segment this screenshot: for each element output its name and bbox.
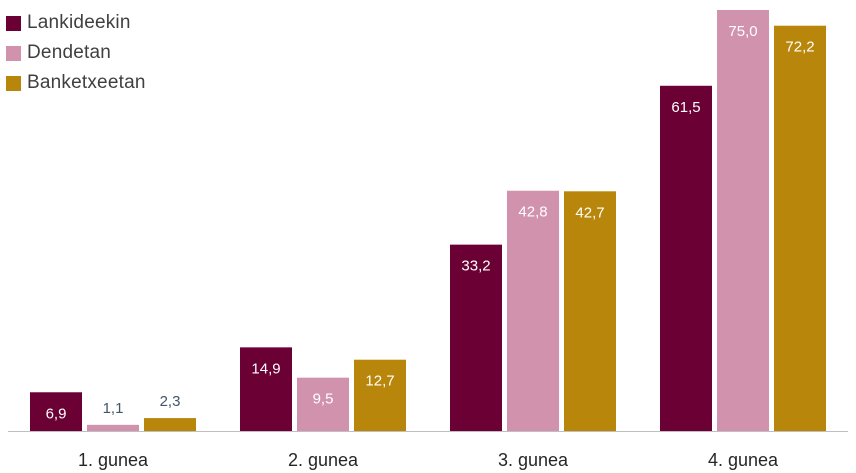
bar-1-lankideekin (30, 392, 82, 431)
legend-label-dendetan: Dendetan (27, 42, 112, 63)
legend-swatch-dendetan (6, 45, 21, 61)
value-label-1-dendetan: 1,1 (103, 400, 124, 417)
value-label-4-dendetan: 75,0 (728, 23, 757, 40)
category-label-1: 1. gunea (78, 450, 149, 470)
bar-3-dendetan (507, 190, 559, 431)
legend-label-banketxeetan: Banketxeetan (27, 72, 146, 93)
bar-4-dendetan (717, 10, 769, 431)
value-label-4-banketxeetan: 72,2 (785, 39, 814, 56)
legend-item-banketxeetan: Banketxeetan (6, 68, 146, 98)
bar-3-banketxeetan (564, 191, 616, 431)
value-labels-group: 6,9 1,1 2,3 14,9 9,5 12,7 33,2 42,8 42,7 61,5 75,0… (46, 23, 815, 422)
bar-2-dendetan (297, 377, 349, 431)
legend-swatch-lankideekin (6, 15, 21, 31)
legend-item-lankideekin: Lankideekin (6, 8, 146, 38)
category-labels-group: 1. gunea 2. gunea 3. gunea 4. gunea (78, 450, 779, 470)
bar-2-banketxeetan (354, 359, 406, 431)
value-label-3-dendetan: 42,8 (518, 204, 547, 221)
bar-1-banketxeetan (144, 418, 196, 431)
value-label-1-banketxeetan: 2,3 (160, 393, 181, 410)
category-label-2: 2. gunea (288, 450, 359, 470)
category-label-3: 3. gunea (498, 450, 569, 470)
bar-4-lankideekin (660, 85, 712, 431)
bar-3-lankideekin (450, 244, 502, 431)
value-label-2-banketxeetan: 12,7 (365, 373, 394, 390)
legend: Lankideekin Dendetan Banketxeetan (6, 8, 146, 98)
legend-label-lankideekin: Lankideekin (27, 12, 131, 33)
bars-group (30, 10, 826, 431)
bar-2-lankideekin (240, 347, 292, 431)
value-label-4-lankideekin: 61,5 (671, 99, 700, 116)
value-label-3-banketxeetan: 42,7 (575, 204, 604, 221)
value-label-1-lankideekin: 6,9 (46, 405, 67, 422)
legend-swatch-banketxeetan (6, 75, 21, 91)
category-label-4: 4. gunea (708, 450, 779, 470)
value-label-2-lankideekin: 14,9 (251, 360, 280, 377)
legend-item-dendetan: Dendetan (6, 38, 146, 68)
value-label-2-dendetan: 9,5 (313, 391, 334, 408)
bar-1-dendetan (87, 424, 139, 431)
value-label-3-lankideekin: 33,2 (461, 258, 490, 275)
bar-4-banketxeetan (774, 25, 826, 431)
